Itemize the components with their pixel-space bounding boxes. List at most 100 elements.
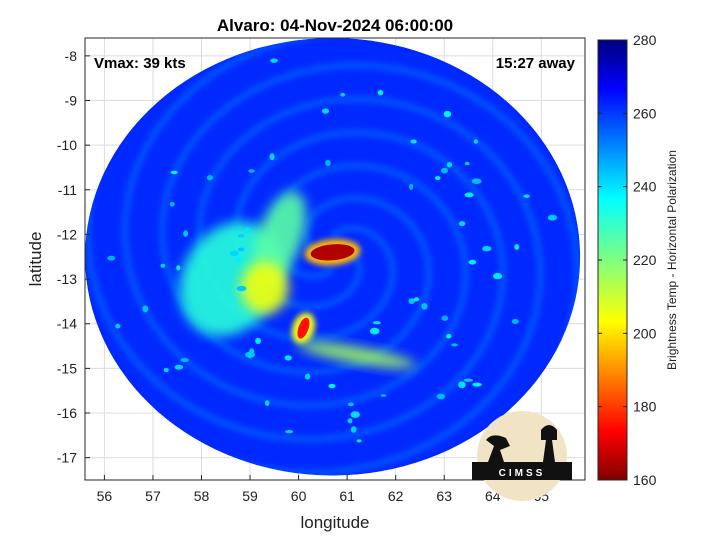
spiral-band-3 xyxy=(195,95,544,476)
rainband-feature-3 xyxy=(240,262,289,315)
plot-frame xyxy=(84,37,586,481)
x-tick-label-6: 62 xyxy=(388,488,404,504)
speck-15 xyxy=(547,214,558,221)
speck-61 xyxy=(245,351,256,358)
speck-6 xyxy=(269,153,275,161)
speck-1 xyxy=(229,250,239,256)
speck-2 xyxy=(285,430,294,434)
speck-41 xyxy=(237,247,245,252)
y-tick-label-2: -10 xyxy=(57,137,77,153)
colorbar-tick-label-1: 180 xyxy=(633,399,657,415)
colorbar-label: Brightness Temp - Horizontal Polarizatio… xyxy=(665,150,679,370)
time-away-annotation: 15:27 away xyxy=(496,55,576,72)
speck-58 xyxy=(421,303,428,310)
logo-text: CIMSS xyxy=(499,468,546,479)
speck-13 xyxy=(410,139,417,144)
speck-40 xyxy=(380,394,387,397)
speck-60 xyxy=(435,176,441,181)
x-tick-label-7: 63 xyxy=(436,488,452,504)
y-tick-label-1: -9 xyxy=(65,93,78,109)
x-tick-label-1: 57 xyxy=(145,488,161,504)
speck-50 xyxy=(350,411,360,418)
y-tick-label-7: -15 xyxy=(57,360,77,376)
speck-43 xyxy=(163,367,169,373)
colorbar-tick-label-4: 240 xyxy=(633,179,657,195)
rainband-feature-2 xyxy=(297,341,416,369)
speck-35 xyxy=(471,178,482,184)
speck-3 xyxy=(347,418,353,424)
speck-20 xyxy=(472,382,482,387)
y-tick-label-8: -16 xyxy=(57,405,77,421)
x-tick-label-3: 59 xyxy=(242,488,258,504)
y-tick-label-0: -8 xyxy=(65,48,78,64)
storm-features xyxy=(179,191,416,369)
cold-core-feature-0 xyxy=(310,244,355,261)
y-tick-label-4: -12 xyxy=(57,226,77,242)
speck-47 xyxy=(446,333,452,339)
colorbar-ticks: 160 180 200 220 240 260 280 xyxy=(598,32,657,488)
speck-0 xyxy=(160,263,166,268)
speck-66 xyxy=(441,315,449,322)
y-tick-label-5: -13 xyxy=(57,271,77,287)
speck-59 xyxy=(464,192,474,198)
speck-4 xyxy=(369,327,380,335)
speck-36 xyxy=(236,285,247,292)
y-tick-label-6: -14 xyxy=(57,316,77,332)
satellite-dish-icon xyxy=(486,435,510,462)
colorbar-tick-label-6: 280 xyxy=(633,32,657,48)
x-tick-label-5: 61 xyxy=(339,488,355,504)
microwave-swath xyxy=(85,38,581,476)
speck-5 xyxy=(115,323,121,329)
x-tick-label-4: 60 xyxy=(291,488,307,504)
vmax-annotation: Vmax: 39 kts xyxy=(94,55,186,72)
spiral-band-2 xyxy=(158,61,581,376)
spiral-band-0 xyxy=(85,128,507,443)
speck-26 xyxy=(373,321,381,325)
speck-27 xyxy=(451,343,458,347)
speck-46 xyxy=(511,318,519,324)
logo-building xyxy=(472,462,572,480)
speck-54 xyxy=(377,90,384,96)
speck-19 xyxy=(482,246,492,252)
y-axis-ticks: -8 -9 -10 -11 -12 -13 -14 -15 -16 -17 xyxy=(57,48,90,466)
colorbar xyxy=(597,39,628,481)
speck-16 xyxy=(244,227,251,233)
speck-17 xyxy=(180,358,189,363)
colorbar-tick-label-3: 220 xyxy=(633,252,657,268)
spiral-bands xyxy=(85,38,581,476)
speck-21 xyxy=(436,393,445,400)
speck-38 xyxy=(473,139,479,144)
speck-52 xyxy=(458,381,466,389)
speck-68 xyxy=(443,110,452,118)
speck-63 xyxy=(284,355,292,361)
x-tick-label-0: 56 xyxy=(97,488,113,504)
speck-49 xyxy=(304,373,311,380)
speck-30 xyxy=(413,297,420,302)
y-axis-label: latitude xyxy=(26,232,45,287)
speck-56 xyxy=(169,202,175,207)
chart-title: Alvaro: 04-Nov-2024 06:00:00 xyxy=(217,16,453,35)
speck-45 xyxy=(328,383,336,389)
speck-22 xyxy=(356,439,362,443)
speck-39 xyxy=(514,244,520,250)
speck-44 xyxy=(464,161,470,166)
speck-31 xyxy=(206,175,213,181)
speck-14 xyxy=(325,160,331,166)
speck-33 xyxy=(107,255,116,261)
speck-7 xyxy=(347,402,354,407)
speck-62 xyxy=(237,234,245,238)
speck-42 xyxy=(350,426,357,433)
y-tick-label-9: -17 xyxy=(57,450,77,466)
speck-9 xyxy=(446,162,453,168)
speck-12 xyxy=(458,221,466,227)
speck-64 xyxy=(170,170,178,175)
convective-specks xyxy=(107,58,558,443)
speck-55 xyxy=(270,58,278,63)
colorbar-tick-label-2: 200 xyxy=(633,325,657,341)
speck-32 xyxy=(183,230,189,237)
speck-25 xyxy=(255,337,261,344)
speck-57 xyxy=(321,108,330,114)
x-axis-ticks: 56575859606162636465 xyxy=(97,475,549,504)
speck-24 xyxy=(235,257,242,263)
